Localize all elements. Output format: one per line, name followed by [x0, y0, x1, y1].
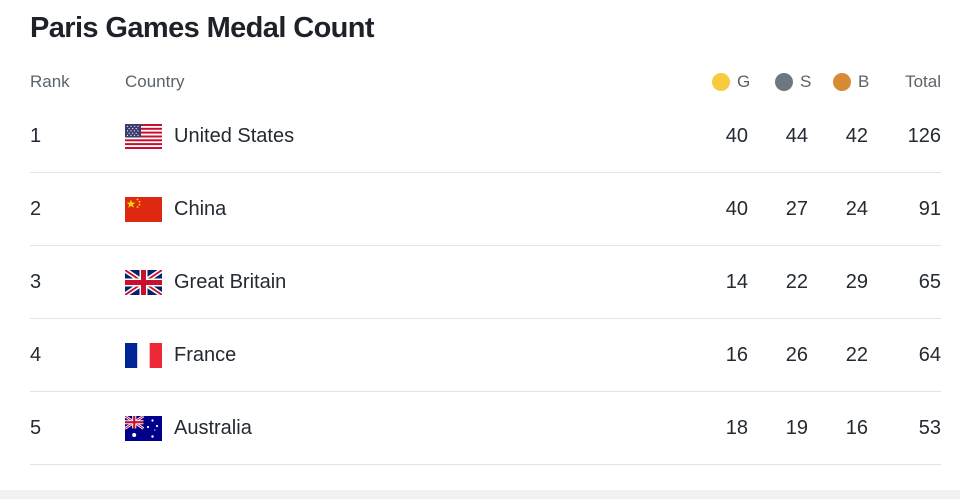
gold-count: 14 [725, 271, 748, 293]
row-divider [30, 464, 941, 465]
rank-cell: 4 [30, 344, 42, 366]
gold-count: 16 [725, 344, 748, 366]
table-row[interactable]: 5 A [0, 392, 960, 465]
bronze-header-label: B [858, 72, 870, 91]
france-flag-icon [125, 343, 162, 368]
gold-header-label: G [737, 72, 751, 91]
row-divider [30, 172, 941, 173]
table-row[interactable]: 1 [0, 100, 960, 173]
bronze-count: 42 [845, 125, 868, 147]
gold-count: 40 [725, 125, 748, 147]
total-count: 64 [918, 344, 941, 366]
rank-cell: 5 [30, 417, 42, 439]
silver-header: S [775, 64, 811, 100]
bronze-header: B [833, 64, 869, 100]
china-flag-icon [125, 197, 162, 222]
row-divider [30, 391, 941, 392]
bronze-count: 24 [845, 198, 868, 220]
silver-medal-icon [775, 73, 793, 91]
page-title: Paris Games Medal Count [30, 12, 375, 44]
row-divider [30, 318, 941, 319]
country-name: China [174, 198, 227, 220]
uk-flag-icon [125, 270, 162, 295]
country-name: United States [174, 125, 295, 147]
table-row[interactable]: 2 China 40 27 24 91 [0, 173, 960, 246]
bronze-count: 16 [845, 417, 868, 439]
silver-count: 27 [785, 198, 808, 220]
gold-medal-icon [712, 73, 730, 91]
silver-header-label: S [800, 72, 812, 91]
gold-count: 40 [725, 198, 748, 220]
table-row[interactable]: 4 France 16 26 22 64 [0, 319, 960, 392]
rank-cell: 1 [30, 125, 42, 147]
silver-count: 22 [785, 271, 808, 293]
total-count: 53 [918, 417, 941, 439]
gold-count: 18 [725, 417, 748, 439]
bronze-count: 22 [845, 344, 868, 366]
silver-count: 19 [785, 417, 808, 439]
table-header: Rank Country G S B Total [0, 64, 960, 100]
total-header: Total [905, 72, 941, 91]
bronze-medal-icon [833, 73, 851, 91]
total-count: 65 [918, 271, 941, 293]
rank-cell: 2 [30, 198, 42, 220]
rank-cell: 3 [30, 271, 42, 293]
country-name: Australia [174, 417, 252, 439]
country-name: France [174, 344, 237, 366]
bronze-count: 29 [845, 271, 868, 293]
silver-count: 44 [785, 125, 808, 147]
country-name: Great Britain [174, 271, 287, 293]
country-header: Country [125, 72, 185, 91]
silver-count: 26 [785, 344, 808, 366]
australia-flag-icon [125, 416, 162, 441]
gold-header: G [712, 64, 750, 100]
us-flag-icon [125, 124, 162, 149]
total-count: 91 [918, 198, 941, 220]
total-count: 126 [907, 125, 941, 147]
row-divider [30, 245, 941, 246]
rank-header: Rank [30, 72, 70, 91]
table-row[interactable]: 3 Great Britain 14 22 29 65 [0, 246, 960, 319]
